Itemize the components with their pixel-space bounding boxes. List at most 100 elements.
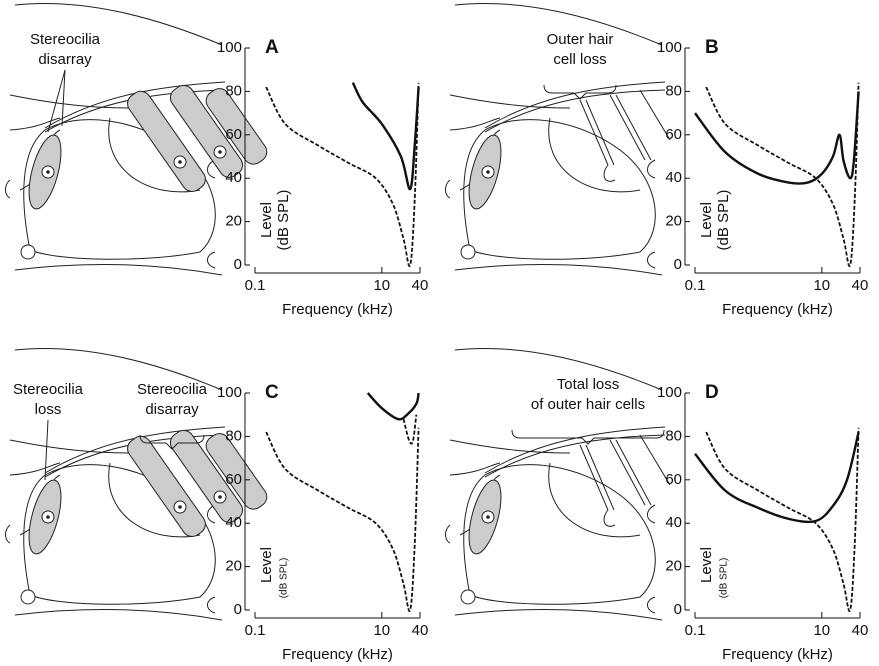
nucleus-dot: [178, 160, 182, 164]
y-axis-label: Level: [258, 202, 275, 238]
diagram-line: [15, 610, 222, 620]
cell: [21, 590, 35, 604]
y-tick-label: 80: [225, 82, 242, 99]
diagram-line: [648, 160, 656, 178]
nucleus-dot: [218, 495, 222, 499]
nucleus-dot: [218, 150, 222, 154]
y-tick-label: 0: [674, 256, 682, 273]
diagram-line: [208, 597, 216, 613]
diagram-line: [580, 100, 615, 181]
diagram-line: [648, 505, 656, 523]
figure: Stereociliadisarray0204060801000.11040AF…: [0, 0, 879, 666]
y-tick-label: 40: [665, 169, 682, 186]
annotation: disarray: [38, 51, 92, 68]
x-tick-label: 10: [373, 277, 390, 294]
y-tick-label: 100: [217, 39, 242, 56]
y-tick-label: 60: [665, 126, 682, 143]
diagram-line: [10, 440, 130, 453]
y-tick-label: 20: [225, 558, 242, 575]
y-axis-unit: (dB SPL): [275, 190, 292, 251]
diagram-line: [485, 435, 665, 477]
y-tick-label: 20: [665, 558, 682, 575]
diagram-line: [450, 440, 570, 453]
cochlea-diagram: Outer hair cell loss: [446, 3, 671, 275]
diagram-line: [648, 597, 656, 613]
x-tick-label: 0.1: [245, 277, 266, 294]
y-axis-label: Level: [258, 547, 275, 583]
annotation: loss: [35, 401, 62, 418]
annotation: of outer hair cells: [531, 396, 645, 413]
diagram-line: [446, 525, 451, 543]
y-axis-unit: (dB SPL): [719, 558, 730, 599]
y-tick-label: 0: [234, 256, 242, 273]
panel-label: B: [705, 37, 719, 58]
y-tick-label: 0: [234, 601, 242, 618]
tuning-curve: [353, 83, 419, 189]
y-tick-label: 100: [657, 384, 682, 401]
panel-label: A: [265, 37, 279, 58]
x-tick-label: 0.1: [685, 622, 706, 639]
annotation: Outer hair: [547, 31, 614, 48]
y-tick-label: 40: [225, 514, 242, 531]
diagram-line: [455, 610, 662, 620]
x-tick-label: 10: [813, 622, 830, 639]
y-tick-label: 80: [225, 427, 242, 444]
tuning-curve: [695, 91, 859, 183]
y-tick-label: 80: [665, 82, 682, 99]
panel-label: C: [265, 382, 279, 403]
diagram-line: [446, 180, 451, 198]
y-tick-label: 60: [225, 126, 242, 143]
x-tick-label: 40: [412, 622, 429, 639]
y-axis-unit: (dB SPL): [279, 558, 290, 599]
tuning-curve: [368, 393, 419, 419]
y-axis-label: Level: [698, 202, 715, 238]
tuning-curve: [695, 432, 859, 522]
x-axis-label: Frequency (kHz): [722, 646, 833, 663]
diagram-line: [208, 252, 216, 268]
y-tick-label: 60: [225, 471, 242, 488]
y-tick-label: 20: [225, 213, 242, 230]
x-tick-label: 0.1: [685, 277, 706, 294]
nucleus-dot: [46, 170, 50, 174]
annotation: Stereocilia: [137, 381, 208, 398]
annotation: Total loss: [557, 376, 620, 393]
cell: [461, 245, 475, 259]
diagram-line: [10, 95, 130, 108]
y-tick-label: 20: [665, 213, 682, 230]
annotation: Stereocilia: [30, 31, 101, 48]
diagram-line: [455, 265, 662, 275]
nucleus-dot: [486, 515, 490, 519]
y-axis-label: Level: [698, 547, 715, 583]
cell: [461, 590, 475, 604]
annotation: disarray: [145, 401, 199, 418]
y-tick-label: 100: [217, 384, 242, 401]
y-tick-label: 100: [657, 39, 682, 56]
annotation: cell loss: [553, 51, 606, 68]
y-tick-label: 40: [665, 514, 682, 531]
tuning-curve: [404, 415, 417, 444]
x-axis-label: Frequency (kHz): [722, 301, 833, 318]
diagram-line: [450, 95, 570, 108]
diagram-line: [610, 440, 651, 505]
diagram-line: [15, 265, 222, 275]
nucleus-dot: [46, 515, 50, 519]
y-tick-label: 80: [665, 427, 682, 444]
diagram-line: [6, 525, 11, 543]
x-tick-label: 40: [852, 277, 869, 294]
panel-label: D: [705, 382, 719, 403]
x-tick-label: 40: [412, 277, 429, 294]
nucleus-dot: [178, 505, 182, 509]
y-tick-label: 60: [665, 471, 682, 488]
diagram-line: [648, 252, 656, 268]
diagram-line: [6, 180, 11, 198]
cochlea-diagram: Total loss of outer hair cells: [446, 348, 671, 620]
y-tick-label: 0: [674, 601, 682, 618]
x-tick-label: 40: [852, 622, 869, 639]
x-tick-label: 10: [813, 277, 830, 294]
diagram-line: [485, 90, 665, 132]
x-axis-label: Frequency (kHz): [282, 301, 393, 318]
x-tick-label: 10: [373, 622, 390, 639]
y-axis-unit: (dB SPL): [715, 190, 732, 251]
x-axis-label: Frequency (kHz): [282, 646, 393, 663]
annotation: Stereocilia: [13, 381, 84, 398]
